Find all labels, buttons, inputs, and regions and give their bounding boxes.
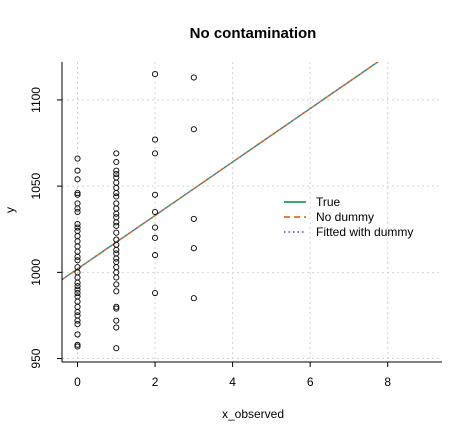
data-point xyxy=(113,246,120,253)
data-point xyxy=(113,189,120,197)
data-point xyxy=(74,191,81,198)
data-point xyxy=(152,150,159,157)
data-point xyxy=(190,295,197,302)
data-point xyxy=(113,288,120,295)
data-point xyxy=(190,74,197,81)
data-point xyxy=(113,171,120,178)
data-point xyxy=(113,229,120,236)
data-point xyxy=(74,224,81,231)
data-point xyxy=(113,281,120,288)
data-point xyxy=(190,215,197,222)
data-point xyxy=(113,345,120,352)
data-point xyxy=(74,343,81,350)
data-point xyxy=(113,219,120,226)
data-point xyxy=(74,289,81,297)
data-point xyxy=(113,222,120,229)
y-tick-label: 1100 xyxy=(29,87,43,113)
x-tick-label: 8 xyxy=(384,375,391,389)
data-point xyxy=(113,305,120,312)
data-point xyxy=(74,317,81,324)
y-axis-label: y xyxy=(3,207,17,213)
y-tick-label: 1050 xyxy=(29,172,43,199)
data-point xyxy=(152,234,159,241)
data-point xyxy=(190,126,197,133)
regression-lines xyxy=(62,62,379,281)
data-point xyxy=(113,179,120,186)
data-point xyxy=(74,205,81,212)
line-fitted-with-dummy xyxy=(62,62,379,281)
data-point xyxy=(74,341,81,348)
data-point xyxy=(113,274,120,281)
legend-label: Fitted with dummy xyxy=(316,225,413,239)
data-point xyxy=(113,255,120,262)
data-point xyxy=(152,136,159,143)
legend-label: No dummy xyxy=(316,210,374,224)
data-point xyxy=(113,317,120,324)
data-point xyxy=(190,245,197,252)
data-point xyxy=(74,257,81,264)
y-tick-label: 1000 xyxy=(29,259,43,286)
x-tick-label: 6 xyxy=(307,375,314,389)
data-point xyxy=(113,303,120,310)
data-point xyxy=(113,264,120,271)
data-point xyxy=(113,158,120,166)
data-point xyxy=(152,224,159,231)
data-point xyxy=(74,308,81,316)
data-point xyxy=(113,200,120,207)
data-point xyxy=(113,250,120,257)
data-point xyxy=(113,324,120,331)
axes xyxy=(61,62,442,363)
data-point xyxy=(74,155,81,162)
data-point xyxy=(74,279,81,286)
data-point xyxy=(113,150,120,157)
data-point xyxy=(74,331,81,338)
data-point xyxy=(152,71,159,78)
x-tick-label: 0 xyxy=(74,375,81,389)
data-point xyxy=(74,176,81,183)
y-tick-label: 950 xyxy=(29,348,43,368)
data-point xyxy=(113,258,120,266)
legend-label: True xyxy=(316,195,341,209)
data-point xyxy=(113,167,120,174)
data-point xyxy=(113,210,120,217)
data-point xyxy=(113,205,120,212)
data-point xyxy=(152,208,159,216)
data-point xyxy=(152,252,159,259)
data-point xyxy=(74,167,81,174)
data-points xyxy=(74,71,197,352)
y-axis-ticks: 950 1000 1050 1100 xyxy=(29,87,62,369)
grid-lines xyxy=(62,62,442,362)
data-point xyxy=(113,184,120,191)
data-point xyxy=(74,321,81,328)
chart-title: No contamination xyxy=(190,25,317,42)
data-point xyxy=(74,286,81,293)
data-point xyxy=(74,253,81,260)
x-axis-label: x_observed xyxy=(222,407,284,421)
data-point xyxy=(74,283,81,290)
data-point xyxy=(113,174,120,181)
x-tick-label: 2 xyxy=(152,375,159,389)
data-point xyxy=(74,208,81,216)
data-point xyxy=(113,214,120,221)
data-point xyxy=(152,289,159,297)
x-tick-label: 4 xyxy=(229,375,236,389)
data-point xyxy=(152,191,159,198)
data-point xyxy=(74,221,81,228)
x-axis-ticks: 0 2 4 6 8 xyxy=(74,362,391,389)
data-point xyxy=(113,193,120,200)
data-point xyxy=(74,189,81,197)
